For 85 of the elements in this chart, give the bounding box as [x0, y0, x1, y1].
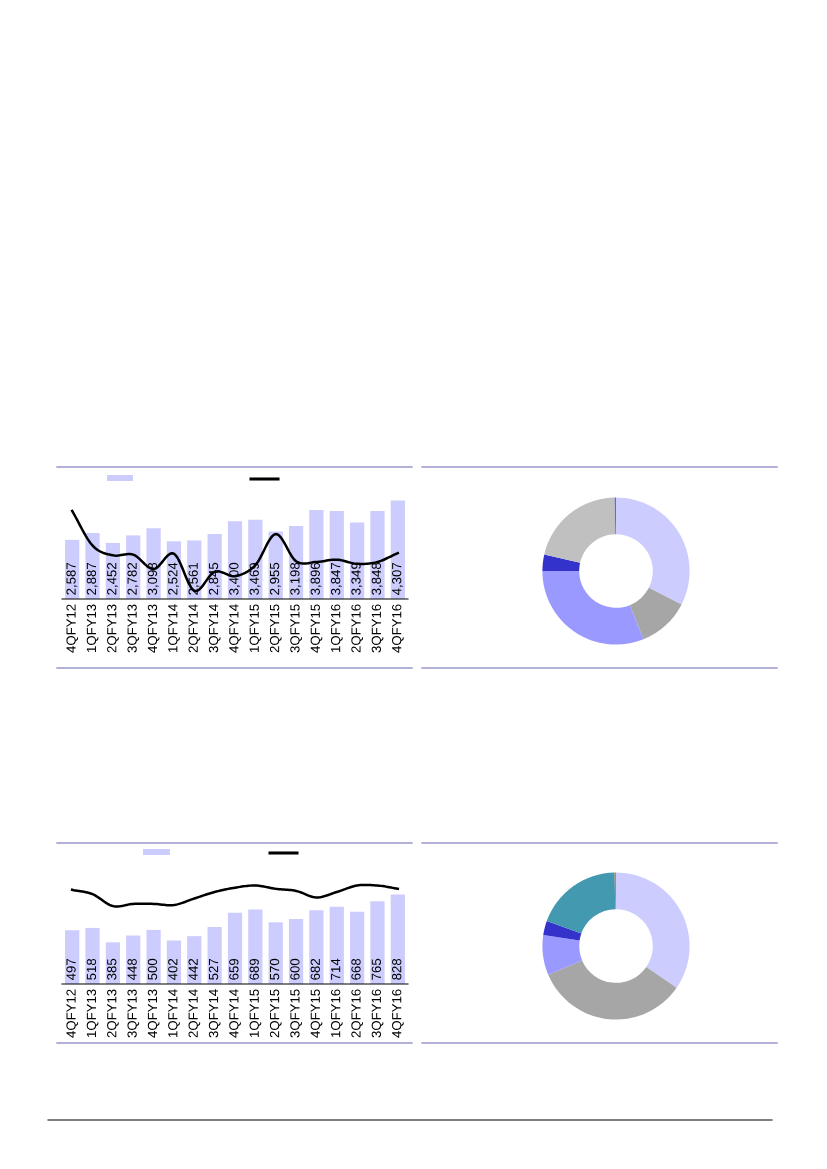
- donut-slice: [542, 571, 644, 645]
- data-label: 2,782: [127, 562, 139, 595]
- x-tick-label: 1QFY14: [168, 604, 180, 652]
- x-tick-label: 4QFY16: [392, 604, 404, 653]
- bar: [390, 894, 405, 984]
- x-tick-label: 2QFY16: [351, 604, 364, 653]
- x-tick-label: 3QFY13: [127, 989, 140, 1038]
- data-label: 527: [208, 958, 219, 980]
- donut-slice: [543, 921, 582, 941]
- data-label: 2,887: [86, 562, 98, 595]
- x-tick-label: 1QFY13: [86, 604, 99, 652]
- data-label: 448: [127, 958, 137, 981]
- donut-slice: [546, 872, 616, 934]
- data-label: 385: [107, 958, 117, 980]
- data-label: 659: [229, 958, 239, 980]
- data-label: 2,452: [107, 562, 118, 595]
- data-label: 497: [66, 958, 76, 981]
- x-tick-label: 2QFY14: [188, 604, 201, 653]
- data-label: 682: [310, 958, 320, 980]
- bar: [85, 927, 100, 984]
- bar: [309, 910, 324, 984]
- x-tick-label: 3QFY15: [290, 989, 302, 1038]
- data-label: 2,587: [66, 562, 78, 595]
- x-tick-label: 3QFY16: [371, 989, 384, 1038]
- bar: [309, 509, 324, 599]
- x-tick-label: 4QFY15: [310, 989, 323, 1038]
- data-label: 2,955: [269, 562, 281, 595]
- data-label: 765: [371, 958, 382, 980]
- data-label: 600: [290, 958, 300, 980]
- donut-slice: [629, 587, 682, 640]
- x-tick-label: 3QFY14: [208, 989, 221, 1038]
- data-label: 2,561: [188, 562, 200, 595]
- data-label: 3,198: [290, 562, 302, 595]
- x-tick-label: 4QFY12: [66, 989, 79, 1038]
- x-tick-label: 1QFY14: [168, 989, 180, 1037]
- x-tick-label: 1QFY13: [86, 989, 99, 1037]
- data-label: 689: [249, 958, 259, 980]
- x-tick-label: 1QFY15: [249, 989, 262, 1037]
- x-tick-label: 4QFY13: [147, 604, 160, 653]
- donut-slice: [542, 934, 583, 975]
- bar: [370, 901, 385, 984]
- x-tick-label: 4QFY14: [229, 604, 241, 653]
- data-label: 3,848: [371, 562, 383, 595]
- bar: [370, 511, 385, 599]
- data-label: 714: [331, 958, 341, 980]
- data-label: 518: [86, 958, 97, 980]
- x-tick-label: 3QFY16: [371, 604, 384, 653]
- x-tick-label: 1QFY15: [249, 604, 262, 652]
- x-tick-label: 2QFY13: [107, 989, 119, 1038]
- x-tick-label: 2QFY14: [188, 989, 201, 1038]
- data-label: 3,896: [310, 562, 322, 595]
- bar: [146, 929, 161, 984]
- x-tick-label: 1QFY16: [330, 989, 343, 1037]
- x-tick-label: 4QFY12: [66, 604, 79, 653]
- donut-slice: [548, 960, 677, 1020]
- data-label: 570: [269, 958, 280, 980]
- x-tick-label: 4QFY15: [310, 604, 323, 653]
- data-label: 4,307: [392, 562, 403, 596]
- donut-slice: [616, 872, 690, 988]
- x-tick-label: 1QFY16: [330, 604, 343, 652]
- x-tick-label: 2QFY13: [107, 604, 119, 653]
- x-tick-label: 2QFY15: [269, 604, 282, 653]
- x-tick-label: 3QFY15: [290, 604, 302, 653]
- bar: [329, 906, 344, 984]
- donut-slice: [544, 497, 616, 563]
- bar: [268, 922, 283, 984]
- donut-slice: [616, 497, 690, 605]
- data-label: 828: [392, 958, 402, 980]
- x-tick-label: 2QFY16: [351, 989, 364, 1038]
- x-tick-label: 4QFY13: [147, 989, 160, 1038]
- x-tick-label: 3QFY14: [208, 604, 221, 653]
- data-label: 668: [351, 958, 361, 980]
- data-label: 500: [147, 958, 158, 980]
- bar: [248, 909, 263, 984]
- x-tick-label: 2QFY15: [269, 989, 282, 1038]
- data-label: 442: [188, 958, 198, 981]
- x-tick-label: 3QFY13: [127, 604, 140, 653]
- data-label: 2,524: [168, 562, 180, 595]
- donut-slice: [542, 554, 581, 571]
- bar: [288, 919, 304, 984]
- bar: [390, 500, 405, 599]
- x-tick-label: 4QFY14: [229, 989, 241, 1038]
- data-label: 3,847: [330, 562, 342, 595]
- data-label: 402: [168, 958, 178, 981]
- x-tick-label: 4QFY16: [392, 989, 404, 1038]
